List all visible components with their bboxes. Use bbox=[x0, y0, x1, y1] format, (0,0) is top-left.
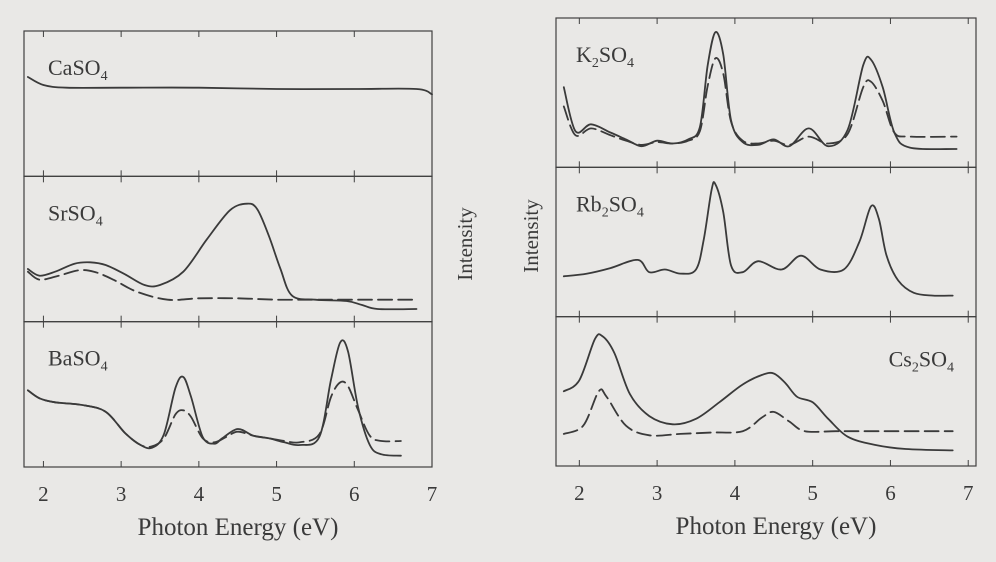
dashed-spectrum-line bbox=[562, 57, 958, 146]
x-tick-label: 4 bbox=[194, 482, 205, 506]
solid-spectrum-line bbox=[562, 333, 954, 452]
panel-label: CaSO4 bbox=[48, 55, 108, 84]
solid-spectrum-line bbox=[562, 181, 954, 297]
spectrum-panel: SrSO4 bbox=[23, 175, 433, 323]
dashed-spectrum-line bbox=[562, 388, 954, 437]
panel-frame bbox=[555, 166, 977, 318]
panel-frame bbox=[555, 316, 977, 467]
panel-label: Rb2SO4 bbox=[576, 191, 644, 220]
panel-label: Cs2SO4 bbox=[889, 347, 954, 376]
left-spectra-figure: CaSO4 SrSO4 BaSO4 2 3 4 5 6 7 Photon Energy (eV) bbox=[23, 30, 438, 541]
y-axis-title: Intensity bbox=[519, 199, 543, 273]
dashed-spectrum-line bbox=[27, 269, 418, 301]
x-tick-label: 2 bbox=[574, 481, 585, 505]
solid-spectrum-line bbox=[27, 76, 433, 96]
spectrum-panel: Cs2SO4 bbox=[555, 316, 977, 467]
panel-frame bbox=[23, 321, 433, 468]
x-tick-label: 4 bbox=[730, 481, 741, 505]
panel-label: BaSO4 bbox=[48, 346, 108, 375]
panel-frame bbox=[23, 30, 433, 177]
dashed-spectrum-line bbox=[27, 380, 402, 448]
x-tick-label: 5 bbox=[807, 481, 818, 505]
right-spectra-figure: K2SO4 Rb2SO4 Cs2SO4 2 3 4 5 6 7 Photon Energy (eV… bbox=[453, 17, 977, 540]
x-axis-title: Photon Energy (eV) bbox=[676, 513, 877, 540]
spectrum-panel: K2SO4 bbox=[555, 17, 977, 168]
x-tick-label: 6 bbox=[885, 481, 896, 505]
y-axis-title: Intensity bbox=[453, 207, 477, 281]
x-tick-label: 3 bbox=[652, 481, 663, 505]
spectrum-panel: Rb2SO4 bbox=[555, 166, 977, 318]
panel-label: K2SO4 bbox=[576, 42, 634, 71]
x-tick-label: 7 bbox=[963, 481, 974, 505]
spectrum-panel: BaSO4 bbox=[23, 321, 433, 468]
panel-label: SrSO4 bbox=[48, 200, 103, 229]
x-tick-label: 2 bbox=[38, 482, 49, 506]
x-tick-label: 7 bbox=[427, 482, 438, 506]
panel-frame bbox=[555, 17, 977, 168]
x-tick-label: 6 bbox=[349, 482, 360, 506]
spectrum-panel: CaSO4 bbox=[23, 30, 433, 177]
x-axis-title: Photon Energy (eV) bbox=[138, 514, 339, 541]
x-tick-label: 3 bbox=[116, 482, 127, 506]
x-tick-label: 5 bbox=[271, 482, 282, 506]
